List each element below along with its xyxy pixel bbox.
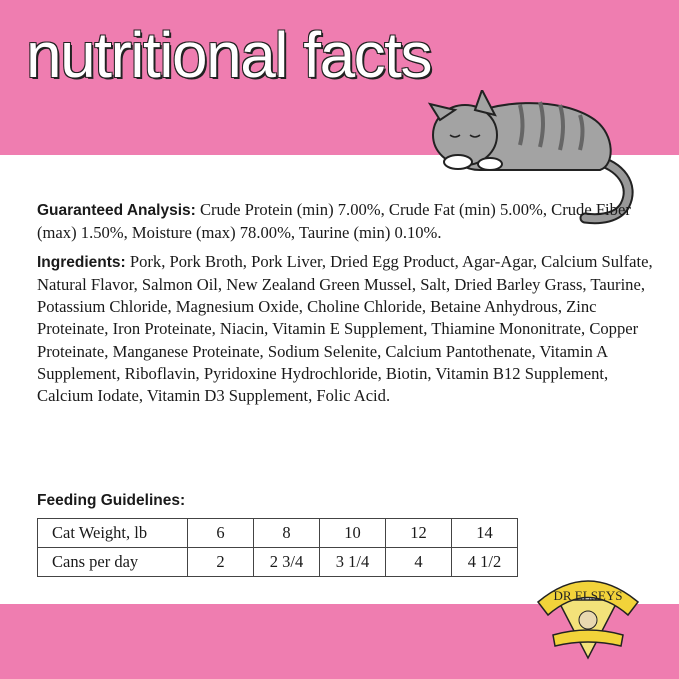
table-cell: 14 [451,518,518,548]
sleeping-cat-illustration [427,90,634,225]
row-header: Cans per day [37,547,188,577]
feeding-guidelines-label: Feeding Guidelines: [37,492,186,509]
guaranteed-analysis: Guaranteed Analysis: Crude Protein (min)… [37,199,657,245]
dr-elseys-logo: DR ELSEYS [536,580,640,660]
table-cell: 2 3/4 [253,547,320,577]
table-cell: 8 [253,518,320,548]
logo-text: DR ELSEYS [554,588,623,603]
feeding-table: Cat Weight, lb 6 8 10 12 14 Cans per day… [37,518,518,577]
table-cell: 3 1/4 [319,547,386,577]
ingredients-text: Pork, Pork Broth, Pork Liver, Dried Egg … [37,251,653,406]
ingredients: Ingredients: Pork, Pork Broth, Pork Live… [37,251,657,408]
guaranteed-analysis-label: Guaranteed Analysis: [37,202,196,219]
table-cell: 10 [319,518,386,548]
table-cell: 2 [187,547,254,577]
table-cell: 12 [385,518,452,548]
table-row: Cans per day 2 2 3/4 3 1/4 4 4 1/2 [37,547,518,577]
nutrition-text: Guaranteed Analysis: Crude Protein (min)… [37,199,657,414]
guaranteed-analysis-text: Crude Protein (min) 7.00%, Crude Fat (mi… [37,200,631,243]
table-cell: 6 [187,518,254,548]
table-row: Cat Weight, lb 6 8 10 12 14 [37,518,518,548]
row-header: Cat Weight, lb [37,518,188,548]
ingredients-label: Ingredients: [37,253,126,271]
table-cell: 4 1/2 [451,547,518,577]
page-title: nutritional facts [26,19,432,91]
table-cell: 4 [385,547,452,577]
